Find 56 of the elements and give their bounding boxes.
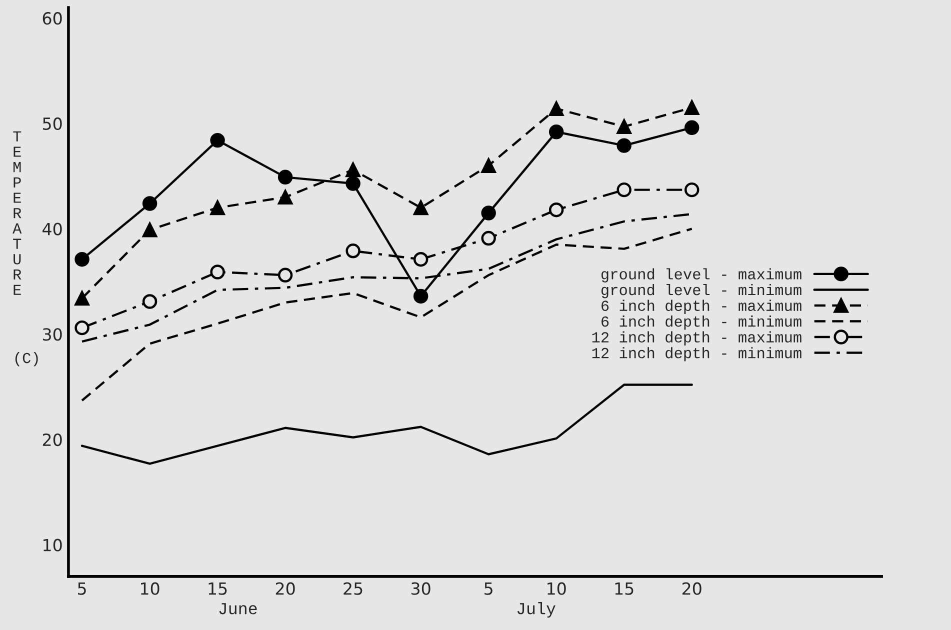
x-tick-label: 15: [208, 582, 227, 595]
x-tick-label: 20: [682, 582, 702, 595]
y-tick-label: 20: [42, 433, 62, 446]
x-tick-label: 20: [276, 582, 295, 595]
point: [142, 196, 158, 211]
point: [616, 138, 632, 153]
point: [548, 101, 564, 116]
point: [346, 176, 360, 191]
y-tick-label: 60: [42, 12, 62, 25]
point: [278, 190, 293, 205]
point: [74, 320, 90, 336]
point: [548, 124, 564, 140]
line-series: [80, 384, 693, 465]
point: [210, 132, 225, 148]
point: [278, 170, 293, 185]
point: [616, 182, 632, 198]
point: [74, 290, 90, 306]
point: [413, 200, 428, 216]
legend-label: ground level - maximum: [601, 268, 802, 282]
y-tick-label: 30: [42, 328, 62, 341]
x-tick-label: 5: [484, 582, 492, 595]
x-tick-label: 15: [615, 582, 634, 595]
x-tick-label: 30: [411, 582, 430, 595]
text: June: [219, 603, 257, 614]
x-tick-label: 5: [78, 582, 86, 595]
point: [616, 119, 632, 134]
point: [210, 264, 225, 280]
point: [413, 288, 428, 304]
point: [346, 244, 360, 258]
point: [481, 206, 496, 220]
point: [684, 120, 700, 136]
point: [548, 202, 564, 218]
point: [278, 268, 293, 283]
x-tick-label: 10: [548, 582, 566, 595]
y-tick-label: 10: [44, 538, 62, 552]
legend-label: 12 inch depth - maximum: [592, 331, 802, 346]
point: [684, 182, 700, 198]
x-tick-label: 25: [344, 582, 362, 595]
point: [684, 100, 700, 116]
y-tick-label: 40: [42, 222, 62, 236]
legend-label: 6 inch depth - maximum: [602, 300, 802, 314]
legend-label: 12 inch depth - minimum: [592, 347, 802, 362]
point: [74, 252, 90, 267]
legend-label: 6 inch depth - minimum: [602, 316, 802, 330]
text: TEMPERATURE (C): [12, 131, 38, 366]
point: [142, 294, 158, 309]
point: [481, 230, 496, 246]
y-tick-label: 50: [42, 117, 62, 130]
point: [142, 222, 158, 238]
legend-label: ground level - minimum: [601, 284, 802, 298]
x-tick-label: 10: [141, 582, 160, 595]
point: [481, 158, 496, 173]
point: [346, 162, 360, 178]
text: July: [517, 602, 556, 618]
point: [413, 252, 428, 267]
point: [210, 200, 225, 216]
